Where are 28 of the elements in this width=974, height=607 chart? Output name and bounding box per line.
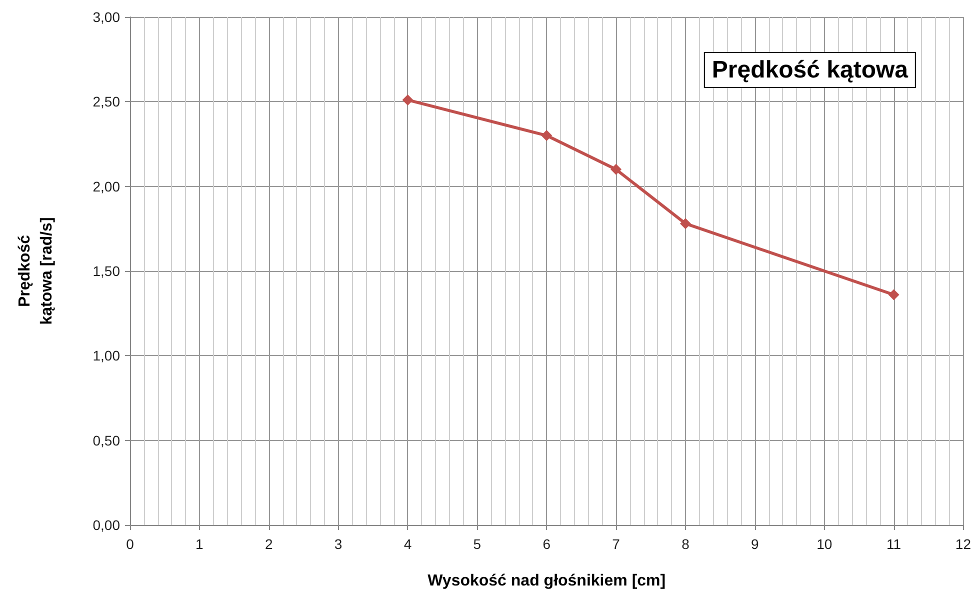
point [888,289,900,300]
x-tick-label: 1 [196,536,204,552]
y-tick-label: 2,00 [92,178,120,194]
x-tick-label: 10 [816,536,832,552]
x-tick-label: 5 [473,536,482,552]
x-tick-label: 8 [682,536,690,552]
x-tick-label: 11 [886,536,902,552]
point [541,130,552,142]
text: Prędkość kątowa [712,56,909,84]
x-tick-label: 3 [334,536,342,552]
x-tick-label: 12 [955,536,972,552]
x-axis-title: Wysokość nad głośnikiem [cm] [428,572,666,590]
y-axis-title: Prędkość kątowa [rad/s] [16,217,56,325]
x-tick-label: 6 [542,536,551,552]
x-tick-label: 2 [264,536,273,552]
y-tick-label: 2,50 [92,94,120,110]
y-tick-label: 3,00 [92,9,120,25]
y-tick-label: 0,00 [92,517,120,533]
y-tick-label: 1,00 [92,348,120,364]
x-tick-label: 9 [751,536,760,552]
point [680,218,691,230]
point [610,164,622,175]
x-tick-label: 7 [612,536,620,552]
y-tick-label: 0,50 [92,432,120,448]
x-tick-label: 0 [126,536,134,552]
y-tick-label: 1,50 [92,263,120,279]
x-tick-label: 4 [404,536,412,552]
point [402,94,414,106]
